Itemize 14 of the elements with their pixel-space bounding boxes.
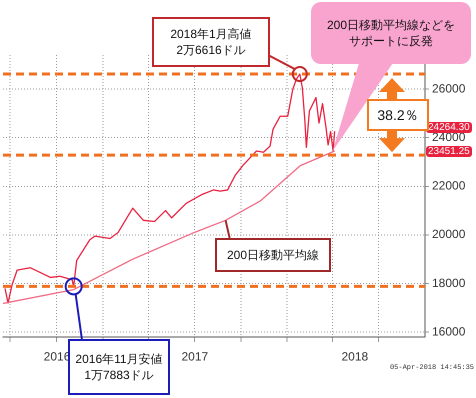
y-tick-label: 16000: [432, 324, 466, 338]
y-tick-label: 18000: [432, 276, 466, 290]
y-tick-label: 26000: [432, 81, 466, 96]
x-tick-label: 2017: [181, 350, 208, 364]
annotation: 38.2％: [377, 107, 419, 124]
x-tick-label: 2018: [341, 350, 369, 364]
text: 200日移動平均線などをサポートに反発: [326, 17, 456, 49]
y-tick-label: 22000: [432, 178, 466, 193]
text: 23451.25: [426, 146, 472, 157]
annotation: 2018年1月高値2万6616ドル: [169, 26, 253, 58]
text: 24264.30: [426, 122, 472, 134]
text: 200日移動平均線: [226, 247, 320, 263]
annotation: 2016年11月安値1万7883ドル: [74, 351, 164, 383]
y-tick-label: 20000: [432, 227, 466, 242]
